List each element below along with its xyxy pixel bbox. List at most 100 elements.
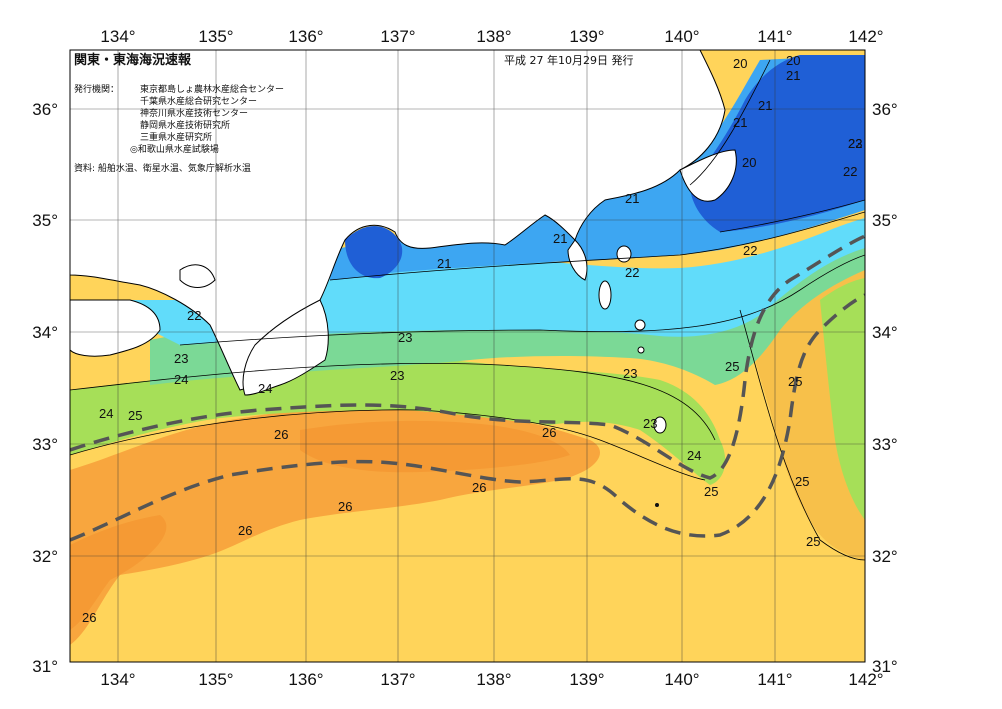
land-small-island	[655, 503, 659, 507]
contour-label: 23	[623, 366, 637, 381]
contour-label: 23	[643, 416, 657, 431]
contour-label: 21	[733, 115, 747, 130]
lon-label-top: 134°	[100, 27, 135, 46]
contour-label: 23	[174, 351, 188, 366]
sst-band-20-bay	[345, 225, 403, 279]
land-miyakejima	[634, 319, 646, 331]
sst-band-20	[690, 55, 865, 232]
contour-label: 21	[553, 231, 567, 246]
lon-label-bottom: 134°	[100, 670, 135, 689]
contour-label: 20	[786, 53, 800, 68]
lon-label-bottom: 135°	[198, 670, 233, 689]
land-shikoku	[70, 299, 161, 357]
lon-label-top: 139°	[569, 27, 604, 46]
contour-labels: 20 20 21 21 21 20 21 21 21 22 23 22 22 2…	[82, 53, 862, 625]
contour-label: 25	[725, 359, 739, 374]
lon-label-bottom: 136°	[288, 670, 323, 689]
lat-label-right: 35°	[872, 211, 898, 230]
map-frame	[69, 49, 866, 663]
lat-label-left: 32°	[32, 547, 58, 566]
land-mikurajima	[637, 346, 645, 354]
contour-label: 25	[795, 474, 809, 489]
lat-label-left: 34°	[32, 323, 58, 342]
issuer-item: 神奈川県水産技術センター	[140, 107, 248, 119]
sst-band-24	[70, 357, 726, 485]
issuer-item: 東京都島しょ農林水産総合センター	[140, 83, 284, 95]
page-title: 関東・東海海況速報	[74, 52, 192, 68]
contour-label: 22	[625, 265, 639, 280]
contour-label: 24	[258, 381, 272, 396]
contour-label: 22	[187, 308, 201, 323]
contour-label: 23	[398, 330, 412, 345]
land-kii-peninsula	[242, 299, 329, 396]
sst-band-23	[150, 245, 865, 385]
lon-label-bottom: 139°	[569, 670, 604, 689]
issuers-label: 発行機関：	[74, 83, 119, 95]
sst-band-27b	[300, 420, 570, 473]
sst-band-22	[180, 218, 865, 345]
contour-label: 22	[743, 243, 757, 258]
lon-label-top: 141°	[757, 27, 792, 46]
lat-label-right: 36°	[872, 100, 898, 119]
contour-label: 25	[128, 408, 142, 423]
lon-label-bottom: 141°	[757, 670, 792, 689]
contour-label: 26	[338, 499, 352, 514]
lon-label-bottom: 142°	[848, 670, 883, 689]
map-content: 20 20 21 21 21 20 21 21 21 22 23 22 22 2…	[70, 50, 865, 662]
land-izu-peninsula	[567, 239, 588, 281]
land-boso-peninsula	[679, 149, 737, 202]
lat-label-left: 31°	[32, 657, 58, 676]
lon-label-top: 140°	[664, 27, 699, 46]
lat-label-left: 36°	[32, 100, 58, 119]
lat-label-right: 34°	[872, 323, 898, 342]
graticule	[70, 50, 865, 662]
data-source: 資料: 船舶水温、衛星水温、気象庁解析水温	[74, 162, 251, 174]
issuer-item: 三重県水産研究所	[140, 131, 212, 143]
land-awaji	[179, 264, 216, 288]
contour-label: 20	[733, 56, 747, 71]
contour-label: 26	[542, 425, 556, 440]
kuroshio-axis-south	[70, 293, 865, 542]
contour-label: 26	[82, 610, 96, 625]
contour-label: 21	[758, 98, 772, 113]
lat-label-left: 35°	[32, 211, 58, 230]
lat-label-right: 32°	[872, 547, 898, 566]
contour-label: 24	[174, 372, 188, 387]
land-hachijojima	[653, 416, 667, 434]
lat-label-left: 33°	[32, 435, 58, 454]
kuroshio-axis-north	[70, 234, 865, 480]
contour-label: 22	[848, 136, 862, 151]
issuer-item: ◎和歌山県水産試験場	[130, 143, 219, 155]
contour-label: 21	[786, 68, 800, 83]
issue-date: 平成 27 年10月29日 発行	[504, 53, 633, 67]
contour-label: 24	[687, 448, 701, 463]
contour-label: 24	[99, 406, 113, 421]
contour-label: 25	[788, 374, 802, 389]
lon-label-top: 138°	[476, 27, 511, 46]
lon-label-top: 142°	[848, 27, 883, 46]
lon-label-top: 137°	[380, 27, 415, 46]
lon-label-top: 135°	[198, 27, 233, 46]
land-niijima	[598, 280, 612, 310]
issuer-item: 千葉県水産総合研究センター	[140, 95, 257, 107]
contour-label: 26	[238, 523, 252, 538]
lon-label-top: 136°	[288, 27, 323, 46]
contour-label: 22	[843, 164, 857, 179]
isotherm-lines	[70, 59, 865, 561]
contour-label: 26	[472, 480, 486, 495]
lat-label-right: 33°	[872, 435, 898, 454]
contour-label: 20	[742, 155, 756, 170]
contour-label: 21	[437, 256, 451, 271]
contour-label: 23	[848, 136, 862, 151]
contour-label: 25	[704, 484, 718, 499]
sst-band-24-east	[820, 278, 865, 520]
contour-label: 26	[274, 427, 288, 442]
lon-label-bottom: 140°	[664, 670, 699, 689]
lat-label-right: 31°	[872, 657, 898, 676]
land-izu-oshima	[616, 245, 632, 263]
lon-label-bottom: 137°	[380, 670, 415, 689]
contour-label: 25	[806, 534, 820, 549]
contour-label: 23	[390, 368, 404, 383]
contour-label: 21	[625, 191, 639, 206]
